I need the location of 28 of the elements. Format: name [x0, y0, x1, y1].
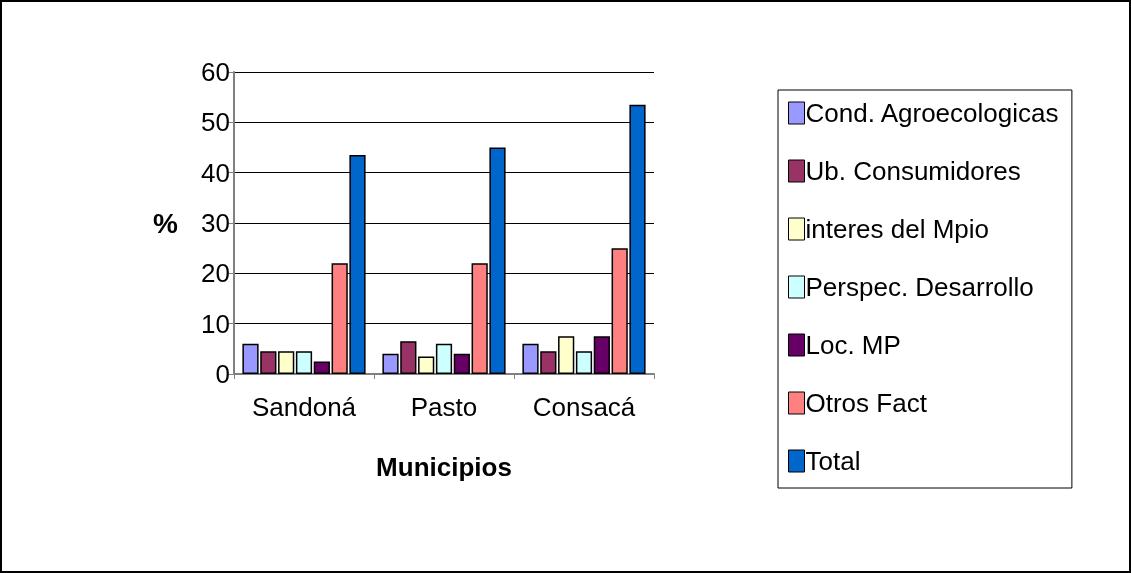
legend-label: Cond. Agroecologicas [805, 98, 1059, 128]
bar [453, 353, 470, 374]
y-tick-label: 0 [215, 359, 230, 389]
bar [418, 356, 435, 374]
legend-label: Total [805, 446, 861, 476]
bar [593, 336, 610, 374]
y-tick-label: 10 [201, 308, 230, 339]
bar [435, 343, 453, 374]
y-tick-label: 30 [201, 208, 230, 238]
y-axis-title: % [153, 207, 179, 239]
legend-label: interes del Mpio [805, 214, 990, 244]
y-tick-label: 50 [201, 107, 230, 138]
bar [313, 361, 330, 374]
x-axis-title: Municipios [376, 452, 512, 482]
bar [278, 351, 295, 374]
legend-label: Ub. Consumidores [805, 156, 1021, 186]
x-tick-label: Sandoná [251, 392, 357, 422]
y-tick-label: 60 [201, 57, 230, 87]
x-tick-label: Pasto [410, 392, 478, 422]
y-tick-label: 40 [201, 157, 230, 188]
legend-label: Perspec. Desarrollo [805, 272, 1034, 302]
bar [558, 336, 575, 374]
legend-label: Otros Fact [805, 388, 928, 418]
x-tick-label: Consacá [532, 392, 636, 422]
y-tick-label: 20 [201, 258, 230, 289]
bar [575, 351, 593, 374]
legend-label: Loc. MP [805, 330, 901, 360]
bar [295, 351, 313, 374]
